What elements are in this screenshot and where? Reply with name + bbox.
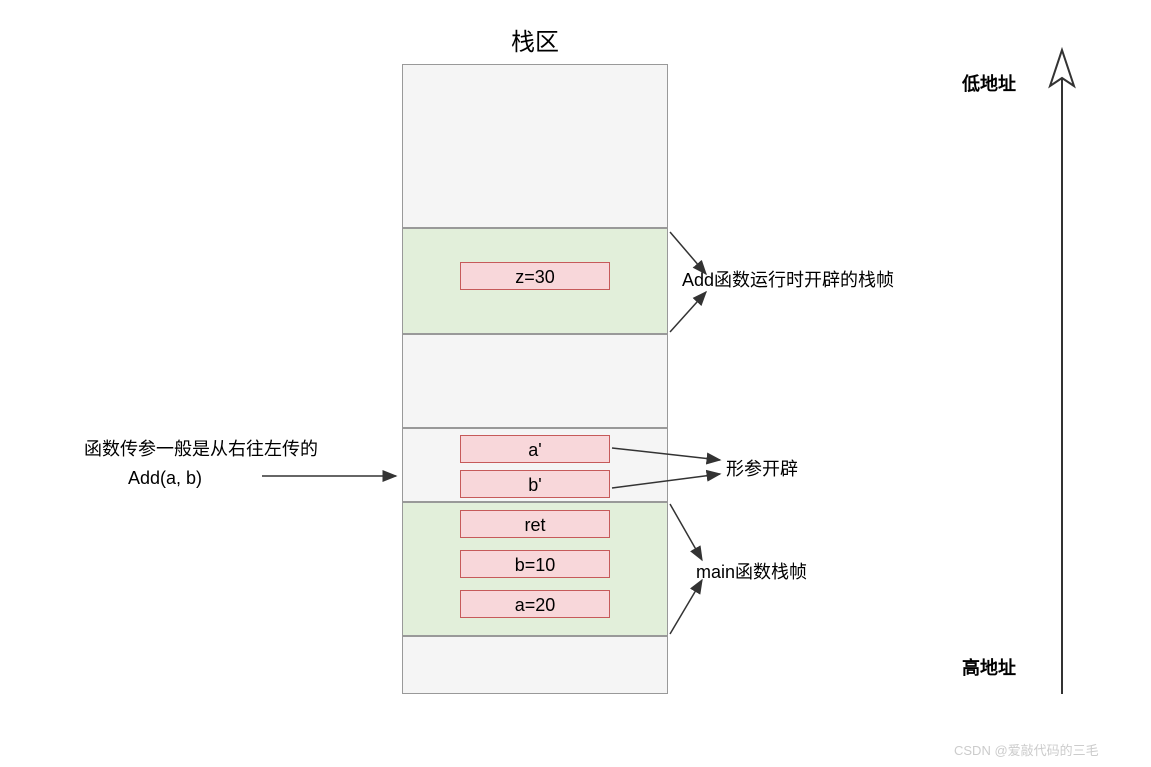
var-ap: a' [460, 435, 610, 463]
stack-title-text: 栈区 [511, 29, 559, 56]
left-note-line2: Add(a, b) [128, 468, 202, 489]
watermark: CSDN @爱敲代码的三毛 [954, 740, 1099, 759]
label-low-addr: 低地址 [962, 70, 1016, 96]
var-z-label: z=30 [515, 267, 555, 287]
label-low-addr-text: 低地址 [962, 74, 1016, 94]
var-ret-label: ret [524, 515, 545, 535]
var-bp-label: b' [528, 475, 541, 495]
big-arrow-up [1050, 50, 1074, 694]
label-main-frame: main函数栈帧 [696, 558, 807, 584]
label-high-addr: 高地址 [962, 654, 1016, 680]
arrow-main-top [670, 504, 702, 560]
watermark-text: CSDN @爱敲代码的三毛 [954, 743, 1099, 758]
label-add-frame-text: Add函数运行时开辟的栈帧 [682, 270, 894, 290]
arrow-main-bot [670, 580, 702, 634]
label-params-text: 形参开辟 [726, 459, 798, 479]
label-add-frame: Add函数运行时开辟的栈帧 [682, 266, 894, 292]
var-b: b=10 [460, 550, 610, 578]
label-params: 形参开辟 [726, 455, 798, 481]
var-a-label: a=20 [515, 595, 556, 615]
var-z: z=30 [460, 262, 610, 290]
var-a: a=20 [460, 590, 610, 618]
var-bp: b' [460, 470, 610, 498]
label-main-frame-text: main函数栈帧 [696, 562, 807, 582]
stack-title: 栈区 [402, 22, 668, 57]
left-note-line2-text: Add(a, b) [128, 468, 202, 488]
diagram-canvas: 栈区 z=30 a' b' ret b=10 a=20 函数传参一般是从右往左传… [0, 0, 1151, 767]
var-b-label: b=10 [515, 555, 556, 575]
section-top-blank [402, 64, 668, 228]
left-note-line1: 函数传参一般是从右往左传的 [84, 435, 318, 461]
left-note-line1-text: 函数传参一般是从右往左传的 [84, 439, 318, 459]
label-high-addr-text: 高地址 [962, 658, 1016, 678]
var-ret: ret [460, 510, 610, 538]
section-bot-blank [402, 636, 668, 694]
arrow-add-bot [670, 292, 706, 332]
var-ap-label: a' [528, 440, 541, 460]
section-mid-blank [402, 334, 668, 428]
